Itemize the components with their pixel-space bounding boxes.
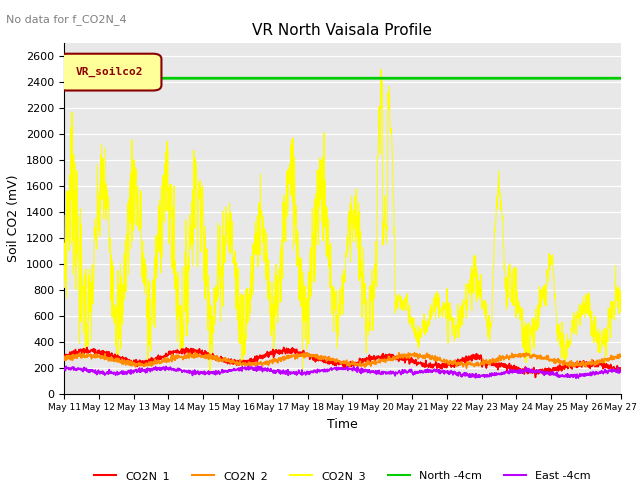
- Legend: CO2N_1, CO2N_2, CO2N_3, North -4cm, East -4cm: CO2N_1, CO2N_2, CO2N_3, North -4cm, East…: [90, 467, 595, 480]
- FancyBboxPatch shape: [58, 54, 161, 91]
- Title: VR North Vaisala Profile: VR North Vaisala Profile: [252, 23, 433, 38]
- Text: No data for f_CO2N_4: No data for f_CO2N_4: [6, 14, 127, 25]
- Y-axis label: Soil CO2 (mV): Soil CO2 (mV): [8, 175, 20, 262]
- X-axis label: Time: Time: [327, 418, 358, 431]
- Text: VR_soilco2: VR_soilco2: [76, 67, 143, 77]
